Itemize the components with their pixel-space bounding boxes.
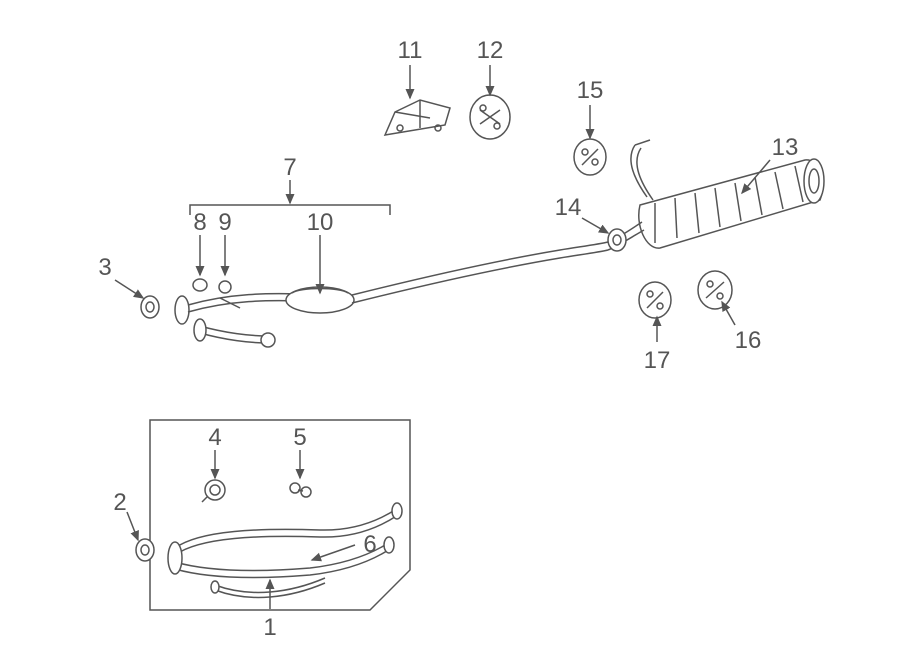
label-1: 1 [263,614,276,641]
hanger-9 [219,281,231,293]
label-7: 7 [283,154,296,181]
exhaust-diagram: 1 2 3 4 5 6 7 8 9 10 11 12 13 14 15 16 1… [0,0,900,661]
label-15: 15 [577,77,604,104]
label-8: 8 [193,209,206,236]
label-13: 13 [772,134,799,161]
clamp-4 [202,480,225,502]
gasket-2 [136,539,154,561]
label-12: 12 [477,37,504,64]
clip-5 [290,483,311,497]
label-5: 5 [293,424,306,451]
inset-box [150,420,410,610]
mid-pipe-assembly [175,242,608,347]
insulator-17 [639,282,671,318]
label-9: 9 [218,209,231,236]
insulator-12 [470,95,510,139]
label-6: 6 [363,531,376,558]
gasket-3 [141,296,159,318]
label-17: 17 [644,347,671,374]
label-16: 16 [735,327,762,354]
label-10: 10 [307,209,334,236]
label-11: 11 [398,37,423,64]
mount-bracket-11 [385,100,450,135]
gasket-14 [608,229,626,251]
brace-6 [211,578,325,597]
label-14: 14 [555,194,582,221]
insulator-15 [574,139,606,175]
label-4: 4 [208,424,221,451]
insulator-16 [698,271,732,309]
hanger-8 [193,279,207,291]
label-2: 2 [113,489,126,516]
label-3: 3 [98,254,111,281]
